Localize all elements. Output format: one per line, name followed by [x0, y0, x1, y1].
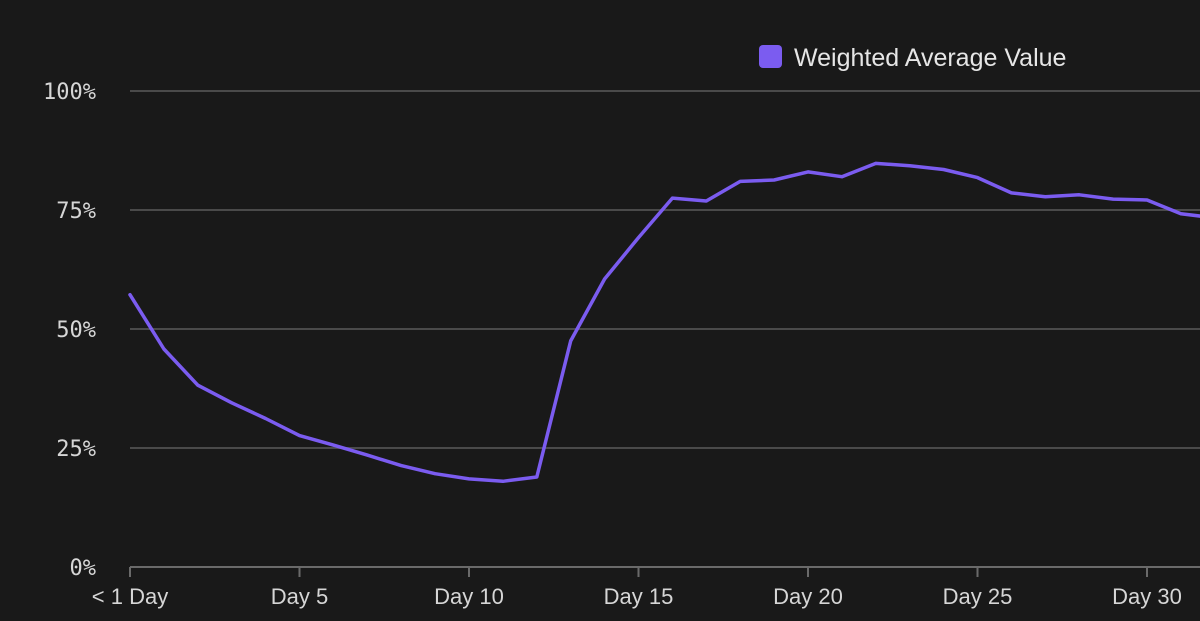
data-point: [128, 293, 132, 297]
legend-label: Weighted Average Value: [794, 44, 1066, 72]
x-tick-label: Day 10: [434, 584, 504, 609]
data-point: [467, 477, 471, 481]
data-point: [1009, 191, 1013, 195]
legend: Weighted Average Value: [759, 44, 1066, 72]
data-point: [603, 277, 607, 281]
data-point: [298, 434, 301, 438]
x-axis-tick-labels: < 1 Day Day 5 Day 10 Day 15 Day 20 Day 25 Day …: [92, 567, 1182, 609]
data-point: [399, 464, 403, 468]
data-point: [433, 472, 437, 476]
data-point: [162, 347, 166, 351]
data-point: [230, 401, 234, 405]
data-point: [772, 178, 776, 182]
data-point: [331, 443, 335, 447]
y-tick-label: 25%: [56, 437, 96, 462]
data-point: [704, 199, 708, 203]
data-point: [1179, 212, 1183, 216]
data-point: [569, 339, 573, 343]
x-tick-label: Day 25: [943, 584, 1013, 609]
x-tick-label: Day 5: [271, 584, 328, 609]
x-tick-label: < 1 Day: [92, 584, 168, 609]
data-point: [264, 416, 268, 420]
x-tick-label: Day 15: [604, 584, 674, 609]
data-point: [196, 383, 200, 387]
series-lines: [128, 161, 1200, 484]
data-point: [738, 179, 742, 183]
y-axis-tick-labels: 0% 25% 50% 75% 100%: [43, 80, 96, 581]
data-point: [670, 196, 674, 200]
data-point: [840, 175, 844, 179]
x-tick-label: Day 30: [1112, 584, 1182, 609]
data-point: [806, 170, 810, 174]
data-point: [1043, 195, 1047, 199]
data-point: [976, 176, 979, 180]
series-line-weighted-average-value: [128, 161, 1200, 484]
legend-swatch: [759, 45, 782, 68]
data-point: [365, 453, 369, 457]
x-tick-label: Day 20: [773, 584, 843, 609]
data-point: [1145, 198, 1149, 202]
data-point: [942, 168, 946, 172]
data-point: [1111, 197, 1115, 201]
data-point: [637, 236, 640, 240]
data-point: [1077, 193, 1081, 197]
y-tick-label: 50%: [56, 318, 96, 343]
y-tick-label: 75%: [56, 199, 96, 224]
y-tick-label: 0%: [70, 556, 97, 581]
data-point: [501, 479, 505, 483]
data-point: [535, 475, 539, 479]
y-tick-label: 100%: [43, 80, 96, 105]
grid-lines: [130, 90, 1200, 568]
data-point: [874, 161, 878, 165]
data-point: [908, 164, 912, 168]
